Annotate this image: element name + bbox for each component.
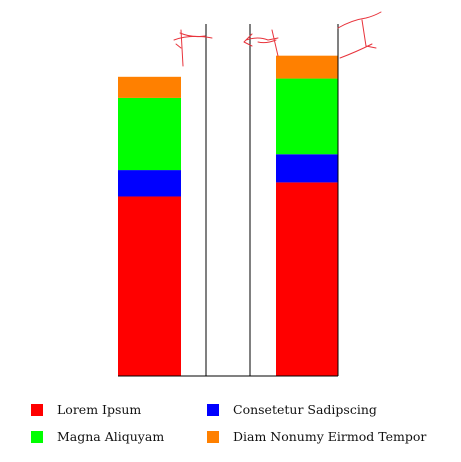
legend-label-1: Consetetur Sadipscing xyxy=(233,402,377,417)
legend-label-2: Magna Aliquyam xyxy=(57,429,164,444)
bar-segment-0-1 xyxy=(118,170,181,197)
bar-segment-1-3 xyxy=(276,55,338,79)
bar-segment-0-0 xyxy=(118,196,181,376)
bar-segment-1-2 xyxy=(276,78,338,155)
bar-segment-1-1 xyxy=(276,154,338,183)
bars-layer xyxy=(118,55,338,376)
pen-annotation xyxy=(173,11,382,67)
bar-segment-0-3 xyxy=(118,76,181,98)
legend-swatch-3 xyxy=(207,431,219,443)
bar-segment-0-2 xyxy=(118,97,181,171)
legend-swatch-2 xyxy=(31,431,43,443)
legend-swatch-1 xyxy=(207,404,219,416)
legend-label-0: Lorem Ipsum xyxy=(57,402,141,417)
legend-swatch-0 xyxy=(31,404,43,416)
bar-segment-1-0 xyxy=(276,182,338,376)
legend: Lorem Ipsum Consetetur Sadipscing Magna Al… xyxy=(31,402,426,444)
legend-label-3: Diam Nonumy Eirmod Tempor xyxy=(233,429,426,444)
